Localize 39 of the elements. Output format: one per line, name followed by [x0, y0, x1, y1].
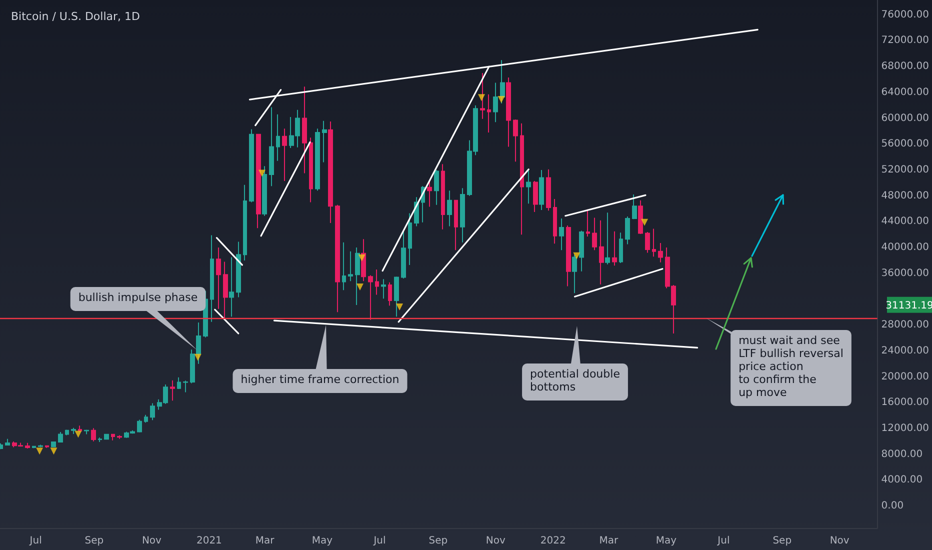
x-tick-label: Nov	[830, 536, 850, 546]
y-tick-label: 68000.00	[881, 61, 930, 72]
annotation: potential double bottoms	[530, 368, 620, 394]
x-tick-label: May	[312, 536, 333, 546]
y-tick-label: 8000.00	[881, 448, 923, 460]
text: Bitcoin / U.S. Dollar, 1D	[11, 10, 140, 23]
x-tick-label: 2022	[540, 536, 566, 546]
y-tick-label: 60000.00	[881, 112, 930, 124]
x-tick-label: Sep	[772, 536, 792, 546]
y-tick-label: 56000.00	[881, 138, 930, 150]
y-tick-label: 76000.00	[881, 9, 930, 20]
x-tick-label: Mar	[255, 536, 276, 546]
y-tick-label: 48000.00	[881, 190, 930, 202]
y-tick-label: 16000.00	[881, 397, 930, 408]
x-tick-label: Jul	[28, 536, 42, 546]
y-tick-label: 4000.00	[881, 474, 923, 486]
y-tick-label: 44000.00	[881, 216, 930, 228]
y-tick-label: 28000.00	[881, 320, 930, 331]
y-tick-label: 72000.00	[881, 35, 930, 46]
x-tick-label: Sep	[84, 536, 104, 546]
y-tick-label: 36000.00	[881, 268, 930, 279]
y-tick-label: 12000.00	[881, 422, 930, 434]
y-tick-label: 20000.00	[881, 371, 930, 382]
y-tick-label: 64000.00	[881, 86, 930, 98]
x-tick-label: May	[656, 536, 677, 546]
annotation: bullish impulse phase	[78, 291, 198, 304]
y-tick-label: 52000.00	[881, 164, 930, 176]
annotation: higher time frame correction	[240, 373, 400, 386]
x-tick-label: Mar	[599, 536, 620, 546]
x-tick-label: Sep	[428, 536, 448, 546]
y-tick-label: 0.00	[881, 500, 904, 512]
x-tick-label: Nov	[142, 536, 162, 546]
x-tick-label: Nov	[486, 536, 506, 546]
x-tick-label: Jul	[716, 536, 730, 546]
annotation: must wait and see LTF bullish reversal price action to confirm the up move	[738, 334, 844, 399]
y-tick-label: 24000.00	[881, 345, 930, 356]
y-tick-label: 40000.00	[881, 242, 930, 254]
x-tick-label: 2021	[196, 536, 222, 546]
x-tick-label: Jul	[372, 536, 386, 546]
